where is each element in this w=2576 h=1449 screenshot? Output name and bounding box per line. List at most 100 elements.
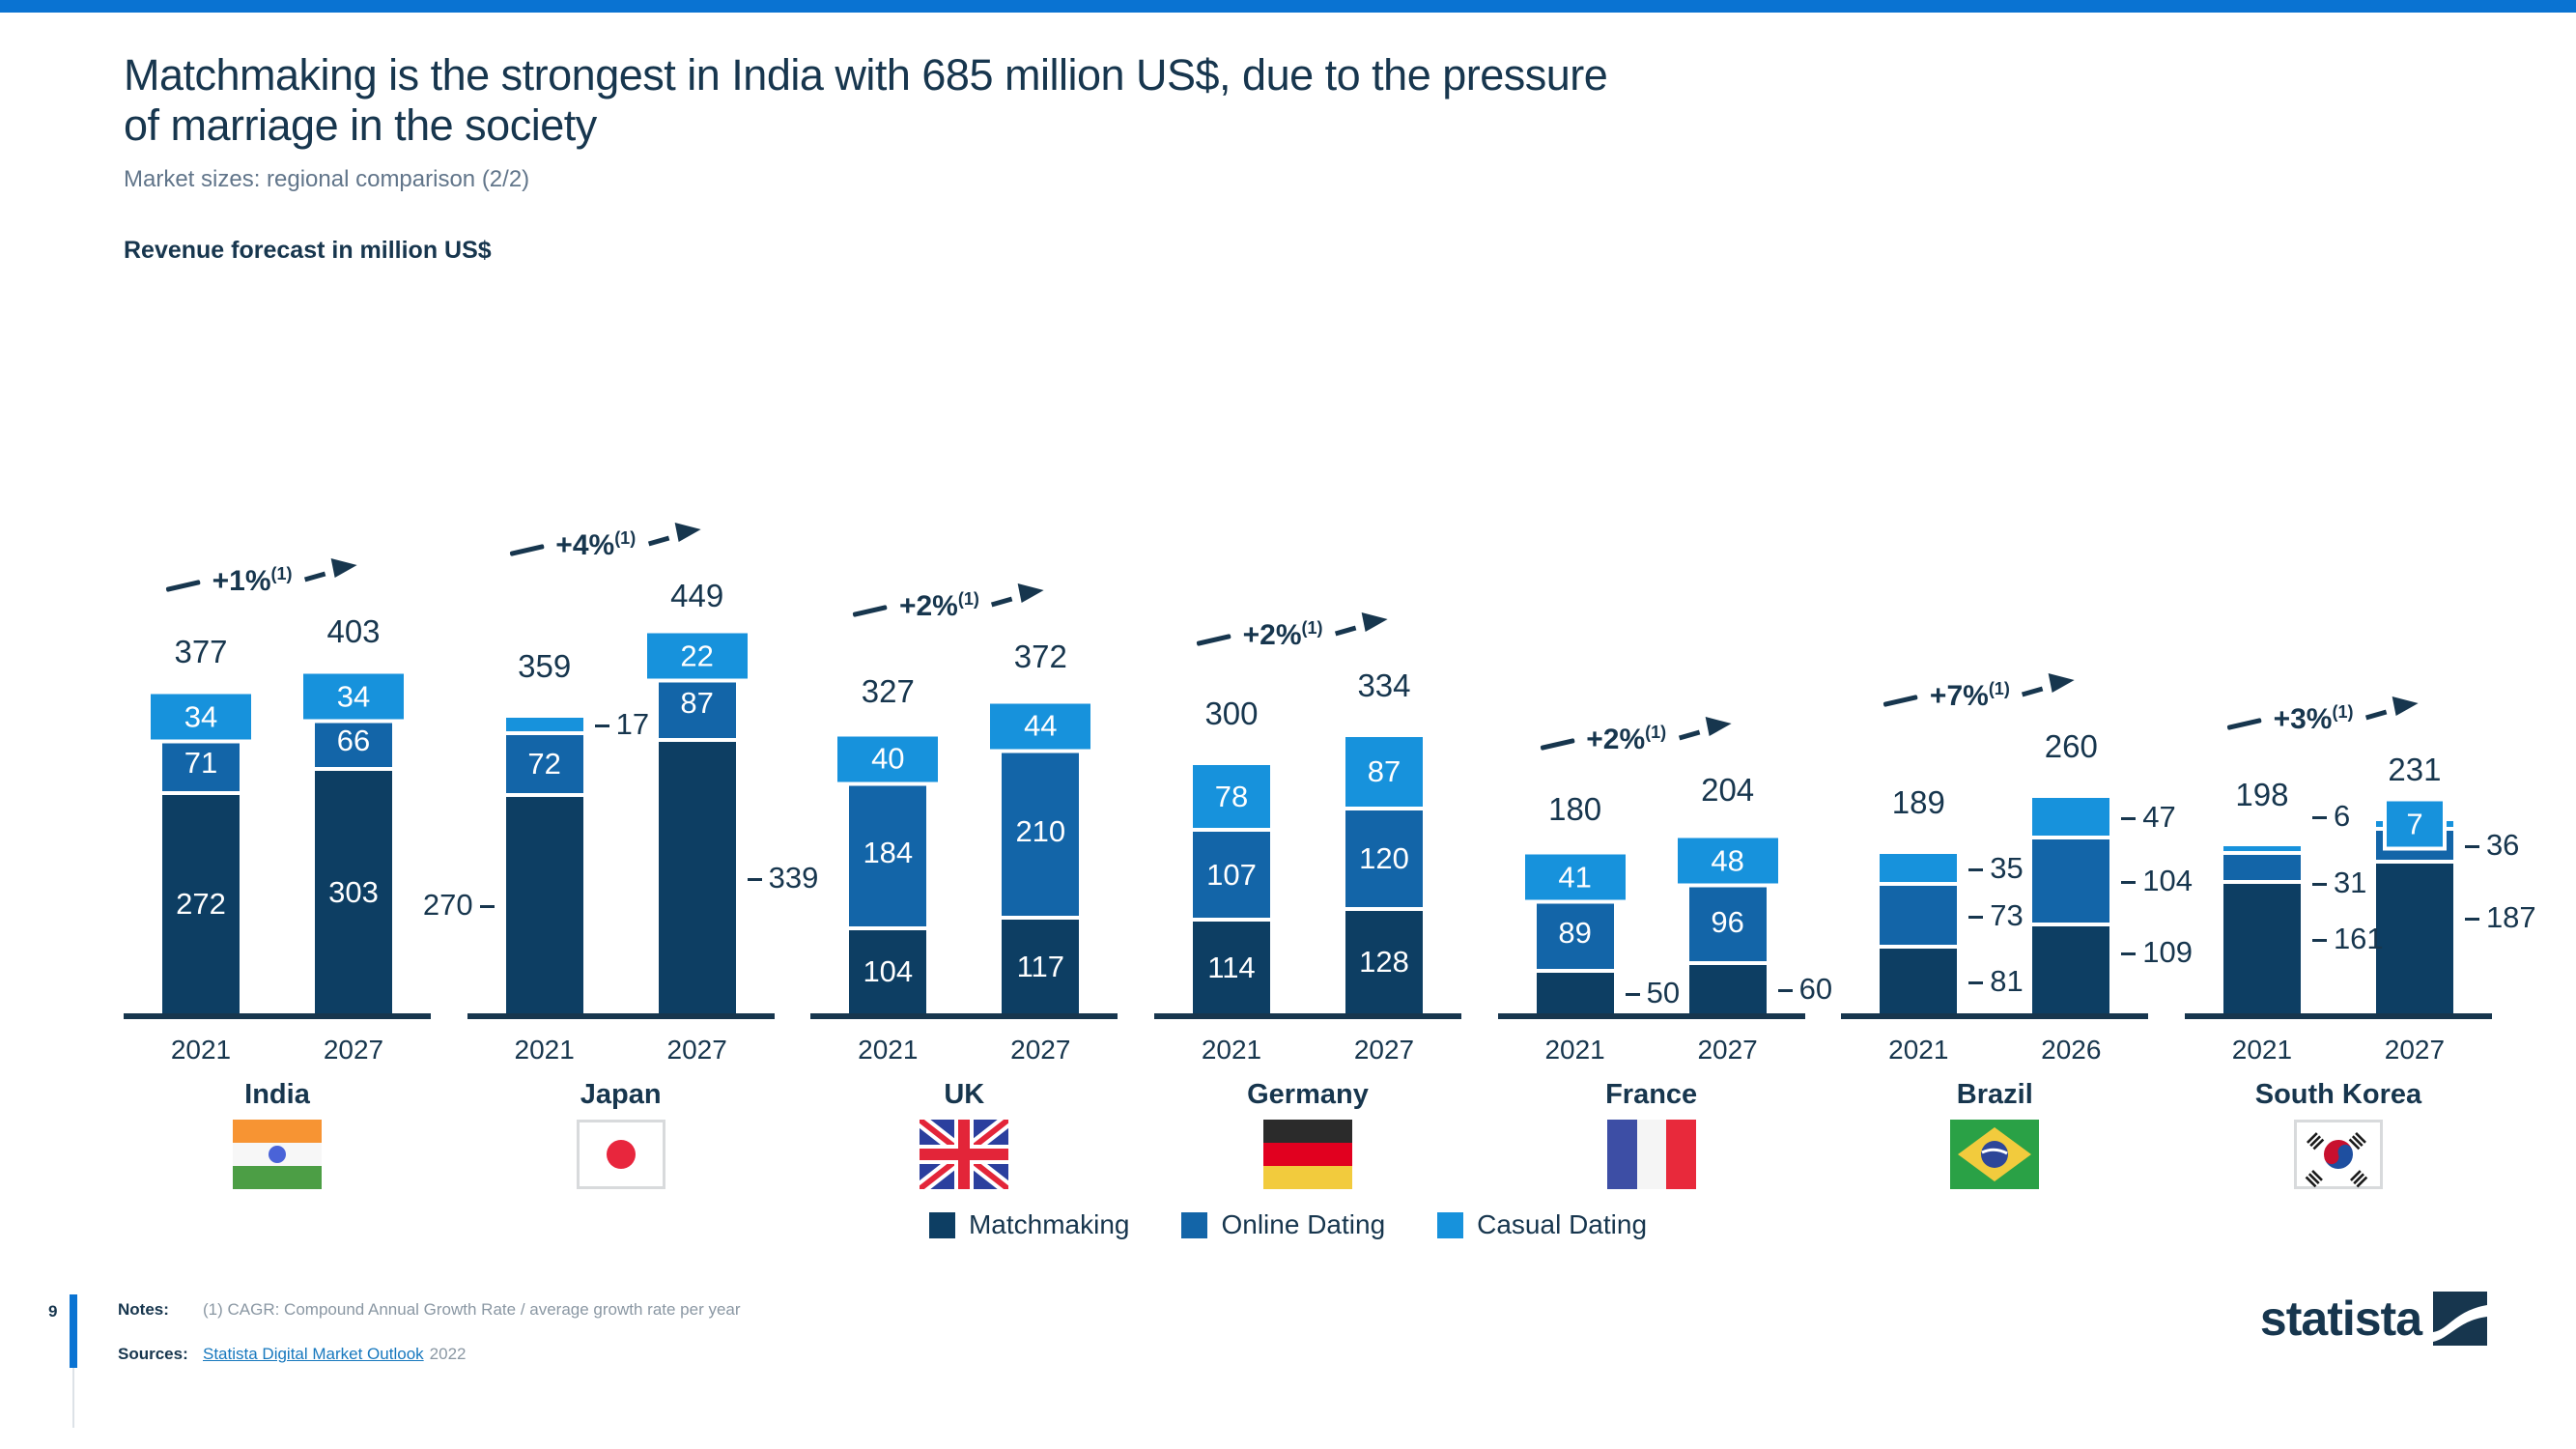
segment-matchmaking: 272 bbox=[162, 795, 240, 1013]
year-label: 2021 bbox=[1201, 1035, 1262, 1065]
segment-online-dating: 104 bbox=[2032, 839, 2193, 923]
segment-value-chip: 44 bbox=[990, 703, 1091, 749]
source-text: Statista Digital Market Outlook 2022 bbox=[203, 1345, 466, 1364]
chart-area: 377 34 71 272 2021 403 34 66 303 2027 +1%(1) India 3… bbox=[124, 299, 2536, 1195]
online-dating-swatch-icon bbox=[1181, 1211, 1208, 1238]
total-value-label: 372 bbox=[1013, 639, 1067, 674]
segment-online-dating: 73 bbox=[1880, 886, 2024, 945]
bar-france-2021: 180 41 89 50 bbox=[1524, 791, 1680, 1013]
segment-value-label: 87 bbox=[1367, 754, 1401, 788]
year-label: 2021 bbox=[1888, 1035, 1949, 1065]
source-year: 2022 bbox=[429, 1345, 467, 1363]
segment-casual-dating: 34 bbox=[303, 673, 404, 720]
legend-item-matchmaking: Matchmaking bbox=[928, 1209, 1129, 1240]
segment-value-label: 66 bbox=[336, 723, 371, 757]
notes-label: Notes: bbox=[118, 1300, 169, 1319]
segment-value-label: 36 bbox=[2465, 828, 2519, 863]
segment-matchmaking: 339 bbox=[658, 742, 818, 1013]
total-value-label: 449 bbox=[670, 578, 724, 613]
segment-value-label: 72 bbox=[527, 747, 561, 781]
year-label: 2021 bbox=[170, 1035, 232, 1065]
segment-value-chip: 22 bbox=[646, 633, 748, 679]
legend: Matchmaking Online Dating Casual Dating bbox=[0, 1209, 2576, 1240]
cagr-dash-icon bbox=[1196, 633, 1231, 646]
segment-value-label: 128 bbox=[1359, 945, 1409, 979]
country-label: France bbox=[1605, 1079, 1698, 1110]
segment-value-label: 104 bbox=[863, 954, 914, 988]
bar-brazil-2026: 260 47 104 109 bbox=[2032, 728, 2193, 1013]
segment-casual-dating: 47 bbox=[2032, 798, 2176, 836]
year-label: 2021 bbox=[1544, 1035, 1605, 1065]
footer-divider bbox=[72, 1368, 74, 1428]
statista-wordmark: statista bbox=[2259, 1292, 2422, 1346]
total-value-label: 231 bbox=[2388, 752, 2442, 787]
segment-matchmaking: 161 bbox=[2222, 884, 2384, 1013]
axis-line bbox=[124, 1013, 431, 1019]
br-flag-icon bbox=[1950, 1120, 2040, 1189]
segment-matchmaking: 270 bbox=[423, 797, 583, 1013]
total-value-label: 189 bbox=[1891, 784, 1945, 820]
top-accent-bar bbox=[0, 0, 2576, 13]
cagr-footnote-marker: (1) bbox=[957, 588, 979, 609]
cagr-label: +4%(1) bbox=[555, 527, 637, 561]
cagr-footnote-marker: (1) bbox=[1301, 617, 1323, 638]
segment-online-dating: 72 bbox=[505, 735, 583, 793]
axis-line bbox=[467, 1013, 775, 1019]
year-label: 2027 bbox=[323, 1035, 384, 1065]
segment-value-label: 50 bbox=[1626, 976, 1680, 1010]
segment-matchmaking: 81 bbox=[1880, 949, 2024, 1013]
segment-value-label: 107 bbox=[1206, 857, 1257, 892]
year-label: 2021 bbox=[514, 1035, 575, 1065]
total-value-label: 204 bbox=[1701, 772, 1755, 808]
year-label: 2021 bbox=[858, 1035, 919, 1065]
segment-value-label: 210 bbox=[1015, 814, 1066, 848]
bar-india-2027: 403 34 66 303 bbox=[303, 613, 404, 1013]
segment-matchmaking: 187 bbox=[2375, 864, 2536, 1013]
cagr-footnote-marker: (1) bbox=[2332, 701, 2354, 722]
segment-value-label: 109 bbox=[2121, 935, 2193, 970]
country-group-japan: 359 17 72 270 2021 449 22 87 339 2027 +4%(1) Japan bbox=[423, 299, 818, 1189]
segment-value-label: 6 bbox=[2312, 799, 2350, 834]
legend-item-online-dating: Online Dating bbox=[1181, 1209, 1385, 1240]
bar-france-2027: 204 48 96 60 bbox=[1677, 772, 1832, 1013]
cagr-dash-icon bbox=[1540, 737, 1575, 751]
segment-casual-dating: 40 bbox=[837, 736, 939, 781]
cagr-annotation: +3%(1) bbox=[2226, 688, 2420, 750]
cagr-footnote-marker: (1) bbox=[270, 563, 293, 583]
year-label: 2027 bbox=[666, 1035, 727, 1065]
statista-logo: statista bbox=[2260, 1291, 2487, 1347]
cagr-footnote-marker: (1) bbox=[614, 527, 637, 548]
year-label: 2021 bbox=[2231, 1035, 2293, 1065]
growth-arrow-icon bbox=[991, 583, 1044, 608]
country-label: Japan bbox=[580, 1079, 662, 1110]
segment-value-label: 117 bbox=[1016, 949, 1065, 983]
segment-matchmaking: 128 bbox=[1345, 911, 1423, 1013]
in-flag-icon bbox=[233, 1120, 322, 1189]
segment-matchmaking: 303 bbox=[315, 771, 392, 1013]
matchmaking-swatch-icon bbox=[928, 1211, 955, 1238]
source-link[interactable]: Statista Digital Market Outlook bbox=[203, 1345, 424, 1363]
country-label: Brazil bbox=[1956, 1079, 2033, 1110]
axis-line bbox=[2184, 1013, 2492, 1019]
segment-casual-dating: 35 bbox=[1880, 851, 2024, 885]
cagr-annotation: +4%(1) bbox=[509, 514, 701, 576]
segment-value-chip: 34 bbox=[151, 694, 251, 740]
total-value-label: 377 bbox=[174, 634, 228, 669]
bar-uk-2021: 327 40 184 104 bbox=[837, 673, 939, 1013]
cagr-label: +2%(1) bbox=[1586, 722, 1667, 755]
segment-value-label: 78 bbox=[1214, 779, 1249, 813]
total-value-label: 198 bbox=[2235, 777, 2289, 812]
cagr-annotation: +2%(1) bbox=[1540, 708, 1732, 770]
chart-heading: Revenue forecast in million US$ bbox=[124, 237, 492, 264]
jp-flag-icon bbox=[576, 1120, 665, 1189]
cagr-label: +1%(1) bbox=[212, 563, 293, 597]
total-value-label: 300 bbox=[1204, 696, 1259, 731]
axis-line bbox=[810, 1013, 1118, 1019]
segment-value-label: 17 bbox=[595, 707, 649, 742]
gb-flag-icon bbox=[915, 1114, 1013, 1195]
cagr-label: +2%(1) bbox=[898, 588, 979, 622]
segment-value-label: 35 bbox=[1968, 851, 2023, 886]
cagr-annotation: +2%(1) bbox=[852, 575, 1045, 637]
total-value-label: 260 bbox=[2044, 728, 2098, 764]
segment-value-chip: 34 bbox=[303, 673, 404, 720]
